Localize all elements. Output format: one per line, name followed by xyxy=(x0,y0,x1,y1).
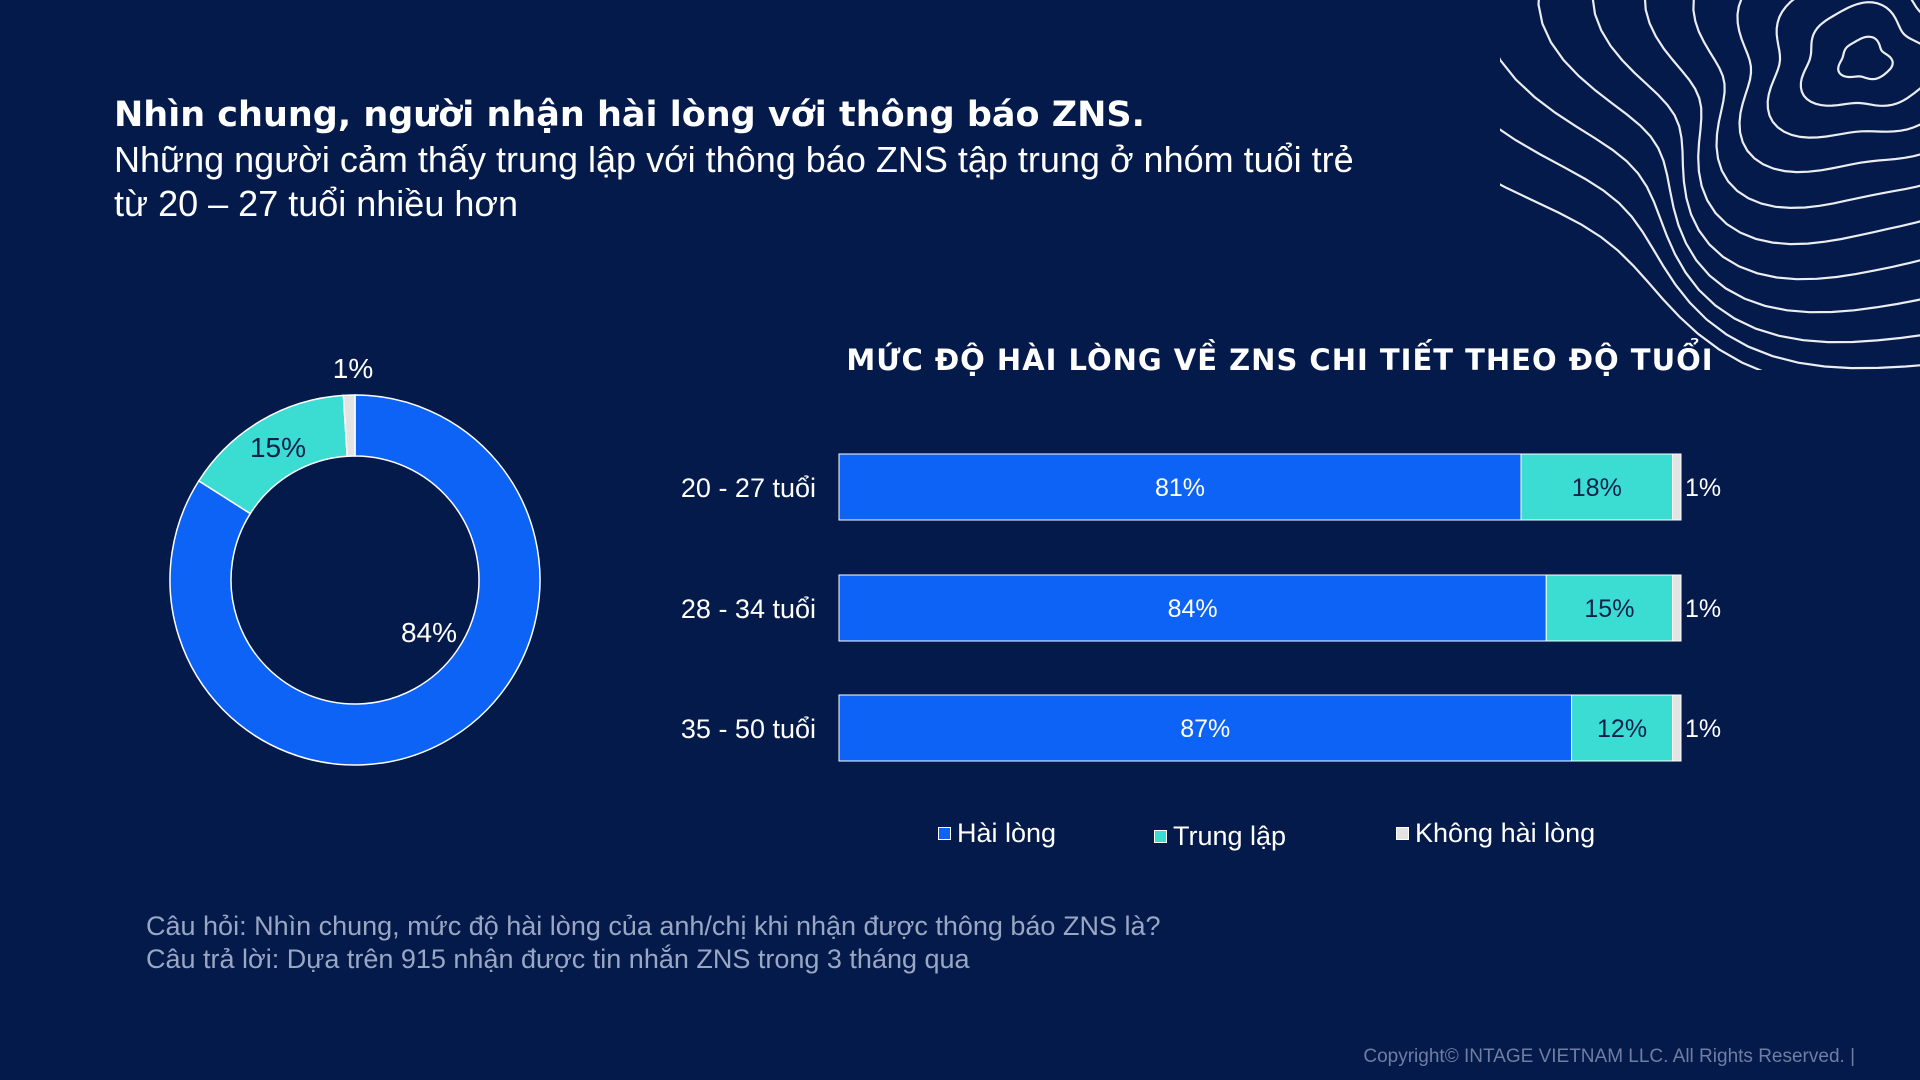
contour-line xyxy=(1591,0,1920,281)
stacked-bar-chart: 20 - 27 tuổi 81% 18% 1% 28 - 34 tuổi 84% 15% 1%… xyxy=(681,453,1721,762)
question-note: Câu hỏi: Nhìn chung, mức độ hài lòng của… xyxy=(146,911,1161,941)
legend-label: Không hài lòng xyxy=(1415,818,1596,848)
headline-subtitle-line2: từ 20 – 27 tuổi nhiều hơn xyxy=(114,183,518,224)
bar-segment-hai-long xyxy=(838,453,1522,521)
footnotes: Câu hỏi: Nhìn chung, mức độ hài lòng của… xyxy=(146,910,1160,976)
legend-item-trung-lap: Trung lập xyxy=(1154,821,1286,852)
legend-label: Trung lập xyxy=(1173,821,1287,851)
bar-segment-khong-hai-long xyxy=(1672,453,1682,521)
bar-category-label: 35 - 50 tuổi xyxy=(681,714,816,744)
donut-label-hai-long: 84% xyxy=(401,617,457,648)
bar-value-label-trung-lap: 12% xyxy=(1597,715,1647,743)
legend-label: Hài lòng xyxy=(957,818,1057,848)
contour-line xyxy=(1799,1,1920,107)
headline-title: Nhìn chung, người nhận hài lòng với thôn… xyxy=(114,95,1145,135)
contour-line xyxy=(1766,0,1920,139)
bar-value-label-hai-long: 81% xyxy=(1155,474,1205,502)
answer-note: Câu trả lời: Dựa trên 915 nhận được tin … xyxy=(146,944,970,974)
legend-item-hai-long: Hài lòng xyxy=(938,818,1056,849)
legend-swatch-hai-long xyxy=(938,827,951,840)
contour-line xyxy=(1692,0,1920,210)
bar-segment-khong-hai-long xyxy=(1672,574,1682,642)
bar-value-label-hai-long: 87% xyxy=(1180,715,1230,743)
bar-segment-trung-lap xyxy=(1545,574,1674,642)
bar-category-label: 28 - 34 tuổi xyxy=(681,594,816,624)
contour-line xyxy=(1736,0,1920,174)
bar-value-label-trung-lap: 18% xyxy=(1572,474,1622,502)
contour-line xyxy=(1537,0,1920,314)
bar-segment-khong-hai-long xyxy=(1672,694,1682,762)
bar-chart-title: MỨC ĐỘ HÀI LÒNG VỀ ZNS CHI TIẾT THEO ĐỘ … xyxy=(846,343,1714,377)
bar-category-label: 20 - 27 tuổi xyxy=(681,473,816,503)
bar-value-label-khong-hai-long: 1% xyxy=(1685,474,1721,502)
donut-slice-khong-hai-long xyxy=(342,394,356,458)
headline: Nhìn chung, người nhận hài lòng với thôn… xyxy=(114,92,1594,226)
bar-value-label-trung-lap: 15% xyxy=(1584,595,1634,623)
contour-line xyxy=(1837,35,1894,81)
donut-label-trung-lap: 15% xyxy=(250,432,306,463)
contour-line xyxy=(1500,57,1920,344)
bar-segment-trung-lap xyxy=(1520,453,1674,521)
bar-value-label-khong-hai-long: 1% xyxy=(1685,715,1721,743)
legend-item-khong-hai-long: Không hài lòng xyxy=(1396,818,1595,849)
donut-chart: 84% 15% 1% xyxy=(169,353,541,766)
bar-value-label-hai-long: 84% xyxy=(1168,595,1218,623)
bar-segment-hai-long xyxy=(838,574,1547,642)
contour-line xyxy=(1643,0,1920,246)
donut-slice-hai-long xyxy=(169,394,541,766)
contour-lines-decoration xyxy=(1500,0,1920,370)
bar-value-label-khong-hai-long: 1% xyxy=(1685,595,1721,623)
copyright-text: Copyright© INTAGE VIETNAM LLC. All Right… xyxy=(1363,1046,1855,1067)
legend-swatch-khong-hai-long xyxy=(1396,827,1409,840)
bar-segment-hai-long xyxy=(838,694,1573,762)
donut-label-khong-hai-long: 1% xyxy=(333,353,373,384)
legend-swatch-trung-lap xyxy=(1154,830,1167,843)
headline-subtitle-line1: Những người cảm thấy trung lập với thông… xyxy=(114,139,1354,180)
